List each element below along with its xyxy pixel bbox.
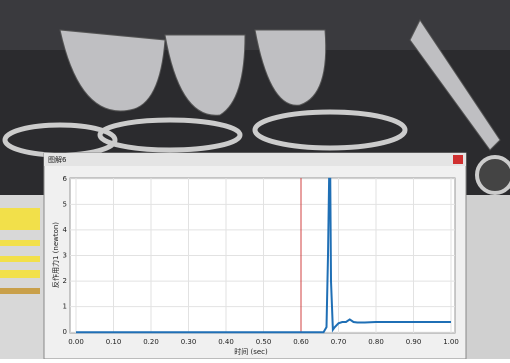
- y-tick-label: 2: [63, 277, 67, 285]
- y-axis-label: 反作用力1 (newton): [51, 222, 60, 288]
- x-tick-label: 0.80: [368, 338, 384, 346]
- window-title: 图解6: [48, 155, 67, 164]
- x-tick-label: 0.90: [406, 338, 422, 346]
- screen: 图解6 时间 (sec) 反作用力1 (newton) 0 1 2 3 4 5 6 0.00 0…: [0, 0, 510, 359]
- x-tick-label: 0.30: [181, 338, 197, 346]
- x-tick-label: 0.00: [68, 338, 84, 346]
- x-tick-label: 0.40: [218, 338, 234, 346]
- y-tick-label: 1: [63, 303, 67, 311]
- y-tick-label: 3: [63, 252, 67, 260]
- x-tick-label: 1.00: [443, 338, 459, 346]
- x-tick-label: 0.50: [256, 338, 272, 346]
- y-tick-label: 4: [63, 226, 68, 234]
- x-tick-label: 0.10: [106, 338, 122, 346]
- page: 图解6 时间 (sec) 反作用力1 (newton) 0 1 2 3 4 5 6 0.00 0…: [0, 0, 510, 359]
- right-panel: [466, 195, 510, 359]
- y-tick-label: 6: [63, 175, 68, 183]
- y-tick-label: 5: [63, 200, 67, 208]
- x-tick-label: 0.60: [293, 338, 309, 346]
- x-axis-label: 时间 (sec): [234, 347, 268, 356]
- title-bar: [44, 153, 466, 166]
- x-tick-label: 0.20: [143, 338, 159, 346]
- y-tick-label: 0: [63, 328, 67, 336]
- close-button[interactable]: [453, 155, 463, 164]
- x-tick-label: 0.70: [331, 338, 347, 346]
